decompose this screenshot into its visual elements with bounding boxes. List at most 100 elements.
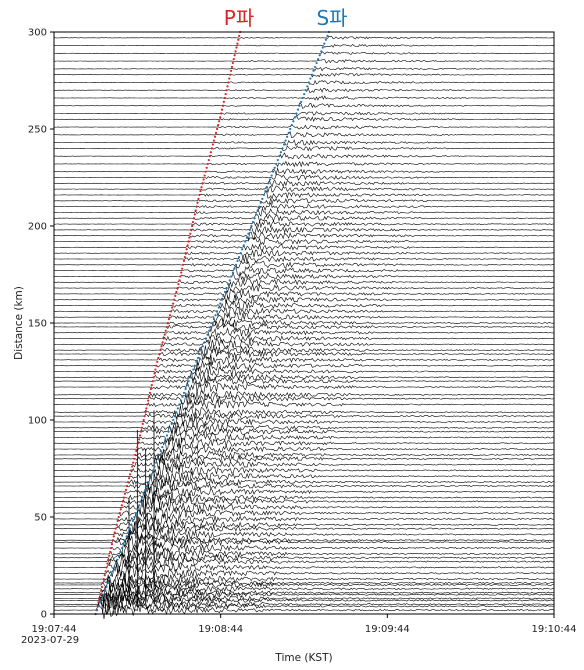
s-wave-pick <box>167 430 170 433</box>
x-tick-label: 19:09:44 <box>365 624 410 635</box>
p-wave-pick <box>235 46 238 49</box>
p-wave-pick <box>228 77 231 80</box>
s-wave-pick <box>267 182 270 185</box>
waveform-trace <box>54 51 555 55</box>
s-wave-pick <box>310 73 314 76</box>
y-axis: 0 50 100 150 200 250 300 <box>28 28 54 621</box>
p-wave-pick <box>193 213 196 216</box>
waveform-trace <box>54 167 555 176</box>
s-wave-pick <box>158 453 161 457</box>
waveform-trace <box>53 231 555 241</box>
waveform-trace <box>53 111 555 117</box>
p-wave-pick <box>164 329 167 332</box>
waveform-trace <box>53 35 555 40</box>
waveform-trace <box>53 179 555 188</box>
s-wave-pick <box>258 205 261 208</box>
s-wave-pick <box>281 147 284 150</box>
waveform-trace <box>53 124 555 130</box>
s-wave-pick <box>262 193 265 197</box>
p-wave-pick <box>157 356 160 360</box>
p-wave-pick <box>183 255 186 259</box>
p-wave-pick <box>143 415 146 418</box>
s-wave-pick <box>182 391 186 394</box>
waveform-trace <box>53 102 555 109</box>
s-wave-pick <box>165 434 169 437</box>
p-wave-pick <box>142 418 145 422</box>
p-wave-pick <box>198 193 201 197</box>
p-wave-pick <box>220 112 223 115</box>
p-wave-pick <box>114 527 117 530</box>
p-wave-pick <box>177 283 180 286</box>
p-wave-pick <box>201 182 204 185</box>
waveform-trace <box>54 312 555 324</box>
waveform-trace <box>53 207 555 217</box>
p-wave-pick <box>187 240 190 243</box>
s-wave-pick <box>133 515 136 519</box>
p-wave-pick <box>160 345 163 348</box>
s-wave-pick <box>251 221 255 224</box>
p-wave-pick <box>107 558 110 561</box>
p-wave-pick <box>219 116 222 119</box>
p-wave-pick <box>169 310 173 313</box>
s-wave-pick <box>159 449 162 453</box>
p-wave-pick <box>102 577 105 581</box>
p-wave-pick <box>230 65 234 69</box>
s-wave-pick <box>209 325 212 328</box>
waveform-trace <box>53 139 554 146</box>
s-wave-pick <box>317 58 320 61</box>
s-wave-pick <box>106 581 110 585</box>
s-wave-pick <box>128 527 131 530</box>
y-tick-label: 200 <box>28 222 47 233</box>
s-wave-pick <box>153 465 156 468</box>
p-wave-pick <box>229 73 232 76</box>
s-wave-pick <box>284 139 287 142</box>
p-wave-pick <box>220 108 224 111</box>
p-wave-pick <box>200 186 203 189</box>
s-wave-pick <box>179 399 183 402</box>
p-wave-pick <box>148 391 152 394</box>
p-wave-pick <box>126 480 130 484</box>
s-wave-pick <box>200 349 203 352</box>
p-wave-pick <box>188 236 191 239</box>
p-wave-pick <box>138 434 142 437</box>
s-wave-pick <box>175 411 178 414</box>
s-wave-pick <box>241 248 244 251</box>
s-wave-pick <box>124 539 127 542</box>
s-wave-pick <box>164 438 167 441</box>
s-wave-pick <box>136 508 139 511</box>
p-wave-pick <box>172 302 175 305</box>
s-wave-pick <box>145 484 148 488</box>
p-wave-pick <box>166 321 169 325</box>
p-wave-pick <box>116 519 119 522</box>
s-wave-pick <box>268 178 272 181</box>
p-wave-pick <box>111 539 114 542</box>
s-wave-pick <box>127 531 130 534</box>
p-wave-pick <box>146 403 149 406</box>
s-wave-pick <box>102 593 105 596</box>
s-wave-pick <box>289 127 292 131</box>
s-wave-pick <box>315 61 318 65</box>
s-wave-pick <box>170 422 173 425</box>
p-wave-title: P파 <box>224 6 254 30</box>
s-wave-pick <box>156 457 159 460</box>
p-wave-pick <box>213 135 217 138</box>
s-wave-pick <box>264 189 267 193</box>
s-wave-pick <box>217 306 220 309</box>
p-wave-pick <box>103 574 106 577</box>
p-wave-pick <box>203 174 206 177</box>
s-wave-pick <box>303 92 306 96</box>
p-wave-pick <box>106 562 109 565</box>
waveform-trace <box>53 174 555 181</box>
p-wave-pick <box>197 197 200 200</box>
waveform-trace <box>53 415 555 429</box>
p-wave-pick <box>178 279 181 282</box>
s-wave-pick <box>100 597 103 600</box>
p-wave-pick <box>149 387 152 391</box>
y-tick-label: 250 <box>28 125 47 136</box>
waveform-trace <box>53 185 555 193</box>
p-wave-pick <box>127 477 131 480</box>
p-wave-pick <box>192 217 196 220</box>
p-wave-pick <box>196 201 199 204</box>
s-wave-pick <box>242 244 245 247</box>
y-tick-label: 0 <box>41 610 47 621</box>
